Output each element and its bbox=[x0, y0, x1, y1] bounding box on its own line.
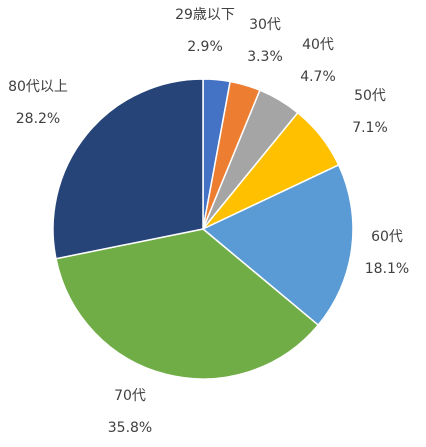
slice-value: 7.1% bbox=[352, 120, 388, 136]
slice-label: 80代以上 bbox=[8, 79, 68, 95]
slice-label: 60代 bbox=[371, 229, 403, 245]
slice-label: 29歳以下 bbox=[175, 7, 235, 23]
slice-value: 35.8% bbox=[108, 420, 152, 436]
slice-value: 2.9% bbox=[187, 39, 223, 55]
slice-label: 50代 bbox=[354, 88, 386, 104]
slice-value: 28.2% bbox=[16, 111, 60, 127]
slice-value: 18.1% bbox=[365, 261, 409, 277]
slice-value: 4.7% bbox=[300, 69, 336, 85]
slice-label: 30代 bbox=[249, 17, 281, 33]
slice-label: 40代 bbox=[302, 37, 334, 53]
pie-slice bbox=[52, 78, 204, 260]
slice-label: 70代 bbox=[114, 388, 146, 404]
pie-slice bbox=[55, 228, 320, 380]
slice-value: 3.3% bbox=[247, 49, 283, 65]
pie-slice bbox=[201, 163, 354, 327]
